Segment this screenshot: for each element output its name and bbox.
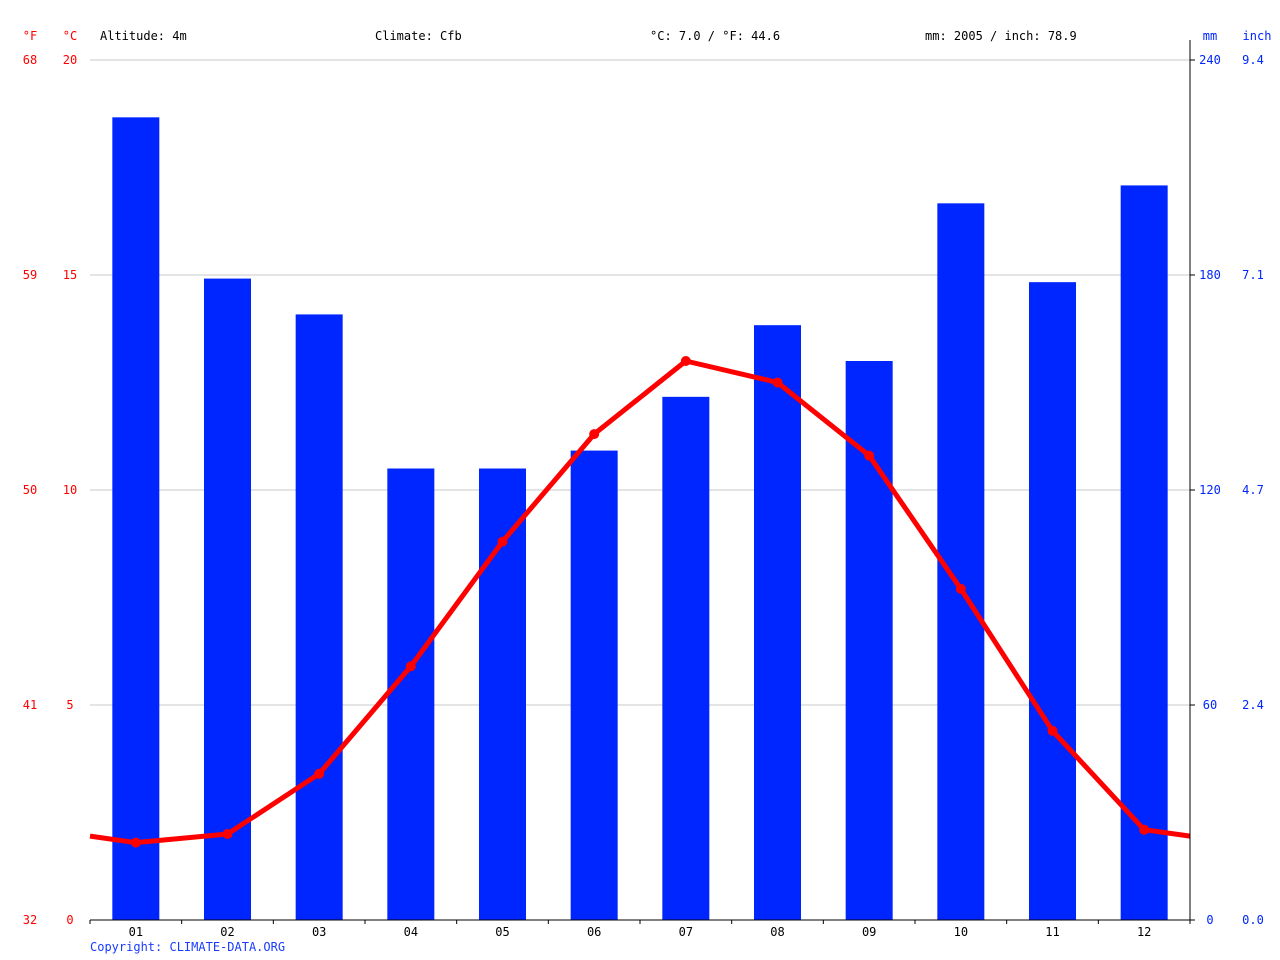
fahrenheit-tick-label: 41: [23, 698, 37, 712]
altitude-label: Altitude: 4m: [100, 29, 187, 43]
x-tick-label: 07: [679, 925, 693, 939]
celsius-tick-label: 10: [63, 483, 77, 497]
fahrenheit-tick-label: 32: [23, 913, 37, 927]
precip-bar: [754, 325, 801, 921]
temperature-point: [130, 837, 141, 848]
inch-tick-label: 7.1: [1242, 268, 1264, 282]
fahrenheit-tick-label: 59: [23, 268, 37, 282]
inch-tick-label: 2.4: [1242, 698, 1264, 712]
mm-tick-label: 240: [1199, 53, 1221, 67]
copyright-link[interactable]: Copyright: CLIMATE-DATA.ORG: [90, 940, 286, 954]
x-tick-label: 08: [770, 925, 784, 939]
temperature-point: [222, 829, 233, 839]
inch-tick-label: 4.7: [1242, 483, 1264, 497]
x-tick-label: 06: [587, 925, 601, 939]
temperature-point: [497, 536, 508, 547]
temperature-point: [405, 661, 416, 672]
x-tick-label: 12: [1137, 925, 1151, 939]
precip-bar: [662, 396, 710, 920]
celsius-tick-label: 5: [66, 698, 73, 712]
gridlines: [90, 59, 1190, 706]
celsius-tick-label: 0: [66, 913, 73, 927]
inch-tick-label: 9.4: [1242, 53, 1264, 67]
celsius-unit-label: °C: [63, 29, 77, 43]
x-tick-label: 09: [862, 925, 876, 939]
x-tick-label: 02: [220, 925, 234, 939]
mm-unit-label: mm: [1203, 29, 1217, 43]
precip-total-label: mm: 2005 / inch: 78.9: [925, 29, 1077, 43]
x-tick-label: 04: [404, 925, 418, 939]
temperature-point: [314, 768, 325, 779]
celsius-tick-label: 20: [63, 53, 77, 67]
temperature-point: [864, 450, 875, 461]
inch-unit-label: inch: [1243, 29, 1272, 43]
inch-tick-label: 0.0: [1242, 913, 1264, 927]
temperature-point: [772, 377, 783, 388]
temperature-point: [1047, 725, 1058, 736]
mm-tick-label: 180: [1199, 268, 1221, 282]
fahrenheit-tick-label: 68: [23, 53, 37, 67]
precip-bar: [204, 278, 251, 920]
precip-bar: [295, 314, 343, 921]
x-tick-label: 01: [129, 925, 143, 939]
celsius-tick-label: 15: [63, 268, 77, 282]
temperature-point: [955, 583, 966, 594]
temperature-point: [589, 429, 600, 440]
temperature-series-line: [89, 358, 1191, 846]
mm-tick-label: 120: [1199, 483, 1221, 497]
precip-bar: [112, 117, 160, 921]
precip-bar: [1029, 282, 1076, 921]
x-tick-label: 10: [954, 925, 968, 939]
mm-tick-label: 0: [1206, 913, 1213, 927]
x-tick-label: 05: [495, 925, 509, 939]
axis-labels: 01 02 03 04 05 06 07 08 09 10 11 12 32 0 0 0.0 41 5 60 2.4 5…: [23, 29, 1272, 939]
avg-temp-label: °C: 7.0 / °F: 44.6: [650, 29, 780, 43]
precipitation-bars: [112, 117, 1168, 921]
axes: [89, 40, 1195, 924]
fahrenheit-unit-label: °F: [23, 29, 37, 43]
precip-bar: [1120, 185, 1168, 920]
precip-bar: [937, 203, 985, 921]
precip-bar: [570, 450, 618, 920]
temperature-point: [1139, 824, 1150, 835]
precip-bar: [387, 468, 435, 920]
temperature-point: [680, 356, 691, 366]
fahrenheit-tick-label: 50: [23, 483, 37, 497]
x-tick-label: 11: [1045, 925, 1059, 939]
x-tick-label: 03: [312, 925, 326, 939]
mm-tick-label: 60: [1203, 698, 1217, 712]
climate-label: Climate: Cfb: [375, 29, 462, 43]
temperature-line: [89, 356, 1191, 848]
precip-bar: [479, 468, 526, 920]
